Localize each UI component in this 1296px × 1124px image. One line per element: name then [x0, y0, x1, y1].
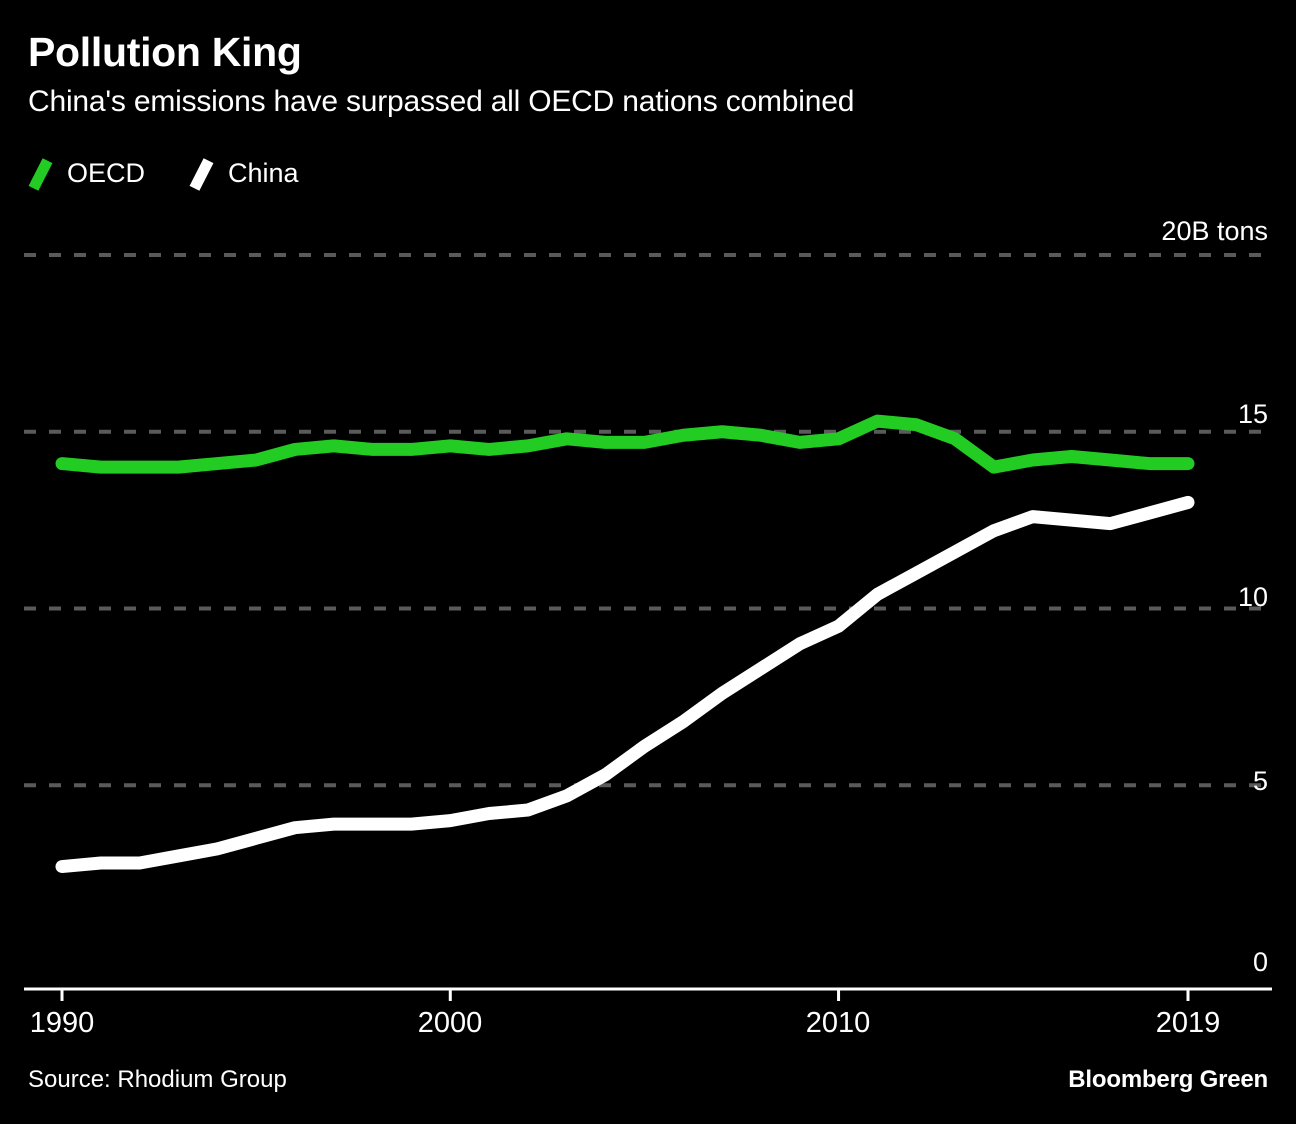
legend-label-china: China	[228, 158, 299, 188]
legend-item-oecd[interactable]: OECD	[28, 157, 146, 191]
source-text: Source: Rhodium Group	[28, 1066, 287, 1093]
y-tick-label-15: 15	[1237, 399, 1268, 429]
y-tick-label-20: 20B tons	[1161, 216, 1268, 246]
y-tick-label-0: 0	[1252, 947, 1268, 977]
chart-footer: Source: Rhodium Group Bloomberg Green	[0, 1066, 1296, 1106]
legend-item-china[interactable]: China	[189, 157, 299, 191]
page-title: Pollution King	[28, 29, 302, 75]
brand-logo: Bloomberg Green	[1068, 1066, 1268, 1093]
x-axis-ticks	[60, 989, 1190, 1001]
chart-header: Pollution King China's emissions have su…	[28, 28, 1268, 122]
series-line-oecd	[55, 414, 1195, 474]
page-subtitle: China's emissions have surpassed all OEC…	[28, 85, 855, 118]
series-lines	[55, 414, 1195, 874]
series-line-china	[55, 495, 1195, 874]
x-tick-label-2019: 2019	[1155, 1007, 1221, 1039]
legend-label-oecd: OECD	[67, 158, 146, 188]
y-tick-label-10: 10	[1237, 582, 1268, 612]
chart-legend: OECD China	[28, 157, 299, 191]
x-tick-label-1990: 1990	[29, 1007, 95, 1039]
gridlines	[24, 253, 1272, 788]
x-tick-label-2010: 2010	[805, 1007, 871, 1039]
x-tick-label-2000: 2000	[417, 1007, 483, 1039]
y-tick-label-5: 5	[1252, 766, 1268, 796]
